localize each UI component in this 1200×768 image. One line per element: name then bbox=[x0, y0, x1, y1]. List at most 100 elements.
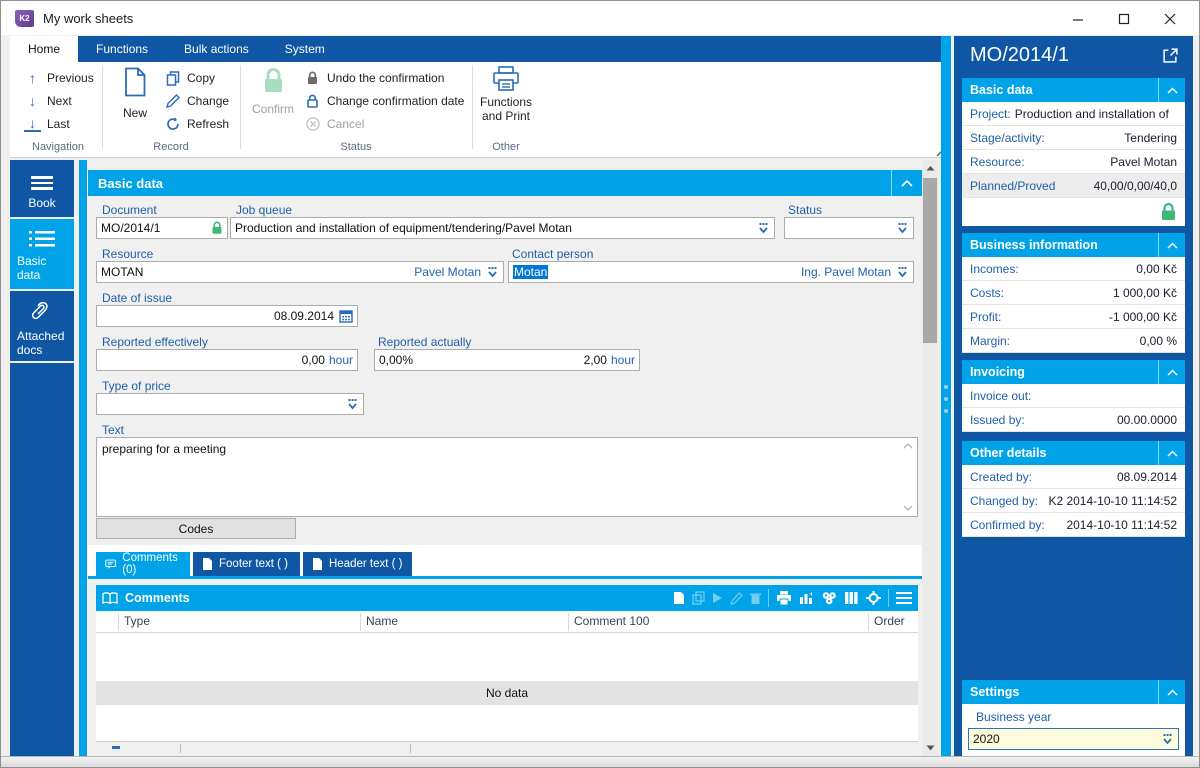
grid-body-top bbox=[96, 633, 918, 681]
column-name[interactable]: Name bbox=[366, 614, 399, 628]
tab-system[interactable]: System bbox=[284, 42, 325, 56]
change-button[interactable]: Change bbox=[164, 91, 229, 111]
dropdown-selector-icon[interactable] bbox=[346, 398, 359, 411]
group-label-navigation: Navigation bbox=[32, 141, 84, 153]
chevron-up-icon bbox=[901, 179, 913, 187]
sidebar-item-basic-data[interactable]: Basic data bbox=[10, 219, 74, 289]
grid-title: Comments bbox=[125, 591, 190, 605]
run-icon[interactable] bbox=[712, 592, 723, 604]
functions-and-print-button[interactable]: Functions and Print bbox=[475, 66, 537, 123]
scrollbar-down-button[interactable] bbox=[922, 740, 938, 756]
contact-person-field[interactable]: Motan Ing. Pavel Motan bbox=[508, 261, 914, 283]
paperclip-icon bbox=[10, 291, 74, 327]
card-business-header: Business information bbox=[962, 233, 1185, 257]
page-icon bbox=[203, 558, 212, 570]
panel-splitter[interactable] bbox=[941, 36, 951, 756]
card-collapse-button[interactable] bbox=[1158, 233, 1185, 257]
codes-button[interactable]: Codes bbox=[96, 518, 296, 539]
next-button[interactable]: ↓ Next bbox=[24, 91, 72, 111]
confirm-button[interactable]: Confirm bbox=[246, 67, 300, 116]
sidebar-accent-strip bbox=[79, 160, 87, 756]
reported-actually-field[interactable]: 0,00% 2,00 hour bbox=[374, 349, 640, 371]
dropdown-selector-icon[interactable] bbox=[1161, 733, 1174, 746]
cancel-button[interactable]: Cancel bbox=[304, 114, 364, 134]
date-of-issue-field[interactable]: 08.09.2014 bbox=[96, 305, 358, 327]
card-collapse-button[interactable] bbox=[1158, 78, 1185, 102]
job-queue-field[interactable]: Production and installation of equipment… bbox=[230, 217, 775, 239]
delete-icon[interactable] bbox=[750, 592, 761, 605]
dropdown-selector-icon[interactable] bbox=[896, 266, 909, 279]
print-icon[interactable] bbox=[776, 591, 792, 605]
tab-bulk-actions[interactable]: Bulk actions bbox=[184, 42, 249, 56]
tab-footer-text[interactable]: Footer text ( ) bbox=[193, 552, 300, 576]
sidebar-item-book[interactable]: Book bbox=[10, 160, 74, 217]
info-row: Invoice out: bbox=[962, 384, 1185, 408]
columns-icon[interactable] bbox=[844, 591, 859, 605]
document-field[interactable]: MO/2014/1 bbox=[96, 217, 228, 239]
group-label-record: Record bbox=[153, 141, 189, 153]
card-invoicing-header: Invoicing bbox=[962, 360, 1185, 384]
resource-field[interactable]: MOTAN Pavel Motan bbox=[96, 261, 504, 283]
type-of-price-field[interactable] bbox=[96, 393, 364, 415]
info-row: Confirmed by: 2014-10-10 11:14:52 bbox=[962, 513, 1185, 537]
dropdown-selector-icon[interactable] bbox=[757, 222, 770, 235]
copy-button[interactable]: Copy bbox=[164, 68, 215, 88]
status-field[interactable] bbox=[784, 217, 914, 239]
new-button[interactable]: New bbox=[112, 67, 158, 120]
reported-effectively-field[interactable]: 0,00 hour bbox=[96, 349, 358, 371]
tab-home[interactable]: Home bbox=[10, 36, 79, 62]
copy-record-icon[interactable] bbox=[692, 591, 705, 605]
resource-display-name: Pavel Motan bbox=[414, 265, 481, 279]
scroll-down-icon[interactable] bbox=[903, 505, 913, 511]
tab-comments[interactable]: Comments (0) bbox=[96, 552, 190, 576]
ribbon-group-status: Confirm Undo the confirmation Change con… bbox=[240, 62, 472, 157]
column-comment[interactable]: Comment 100 bbox=[574, 614, 650, 628]
card-other-details: Other details Created by: 08.09.2014 Cha… bbox=[962, 441, 1185, 537]
undo-confirmation-button[interactable]: Undo the confirmation bbox=[304, 68, 444, 88]
section-collapse-button[interactable] bbox=[891, 170, 922, 196]
change-confirmation-date-button[interactable]: Change confirmation date bbox=[304, 91, 464, 111]
contact-display-name: Ing. Pavel Motan bbox=[800, 265, 891, 279]
tab-header-text[interactable]: Header text ( ) bbox=[303, 552, 412, 576]
dropdown-selector-icon[interactable] bbox=[486, 266, 499, 279]
app-logo-icon: K2 bbox=[15, 10, 34, 27]
previous-button[interactable]: ↑ Previous bbox=[24, 68, 94, 88]
grid-menu-icon[interactable] bbox=[896, 592, 912, 604]
ribbon-group-record: New Copy Change Refresh Record bbox=[102, 62, 240, 157]
card-basic-data: Basic data Project: Production and insta… bbox=[962, 78, 1185, 226]
close-button[interactable] bbox=[1147, 2, 1193, 35]
scrollbar-up-button[interactable] bbox=[922, 160, 938, 176]
calendar-icon[interactable] bbox=[339, 309, 353, 323]
ribbon-group-other: Functions and Print Other bbox=[472, 62, 540, 157]
info-row: Incomes: 0,00 Kč bbox=[962, 257, 1185, 281]
titlebar: K2 My work sheets bbox=[1, 1, 1199, 35]
card-collapse-button[interactable] bbox=[1158, 360, 1185, 384]
chart-icon[interactable] bbox=[799, 591, 814, 605]
dropdown-selector-icon[interactable] bbox=[896, 222, 909, 235]
maximize-button[interactable] bbox=[1101, 2, 1147, 35]
edit-icon[interactable] bbox=[730, 591, 743, 605]
last-button[interactable]: ↓ Last bbox=[24, 114, 70, 134]
column-order[interactable]: Order bbox=[874, 614, 905, 628]
refresh-button[interactable]: Refresh bbox=[164, 114, 229, 134]
scroll-up-icon[interactable] bbox=[903, 443, 913, 449]
tab-functions[interactable]: Functions bbox=[96, 42, 149, 56]
scrollbar-thumb[interactable] bbox=[923, 178, 937, 343]
sidebar-item-attached-docs[interactable]: Attached docs bbox=[10, 291, 74, 361]
grid-settings-icon[interactable] bbox=[866, 590, 881, 606]
minimize-button[interactable] bbox=[1055, 2, 1101, 35]
info-row: Changed by: K2 2014-10-10 11:14:52 bbox=[962, 489, 1185, 513]
open-in-window-button[interactable] bbox=[1162, 47, 1179, 69]
business-year-field[interactable]: 2020 bbox=[968, 728, 1179, 750]
window-bottom-edge bbox=[1, 756, 1199, 768]
column-type[interactable]: Type bbox=[124, 614, 151, 628]
maximize-icon bbox=[1118, 13, 1130, 24]
arrow-down-icon: ↓ bbox=[29, 93, 36, 109]
scroll-down-icon bbox=[926, 745, 934, 751]
form-section-header: Basic data bbox=[88, 170, 922, 196]
text-area[interactable]: preparing for a meeting bbox=[96, 437, 918, 517]
card-collapse-button[interactable] bbox=[1158, 680, 1185, 704]
card-collapse-button[interactable] bbox=[1158, 441, 1185, 465]
gears-icon[interactable] bbox=[821, 591, 837, 605]
new-record-icon[interactable] bbox=[673, 591, 685, 605]
